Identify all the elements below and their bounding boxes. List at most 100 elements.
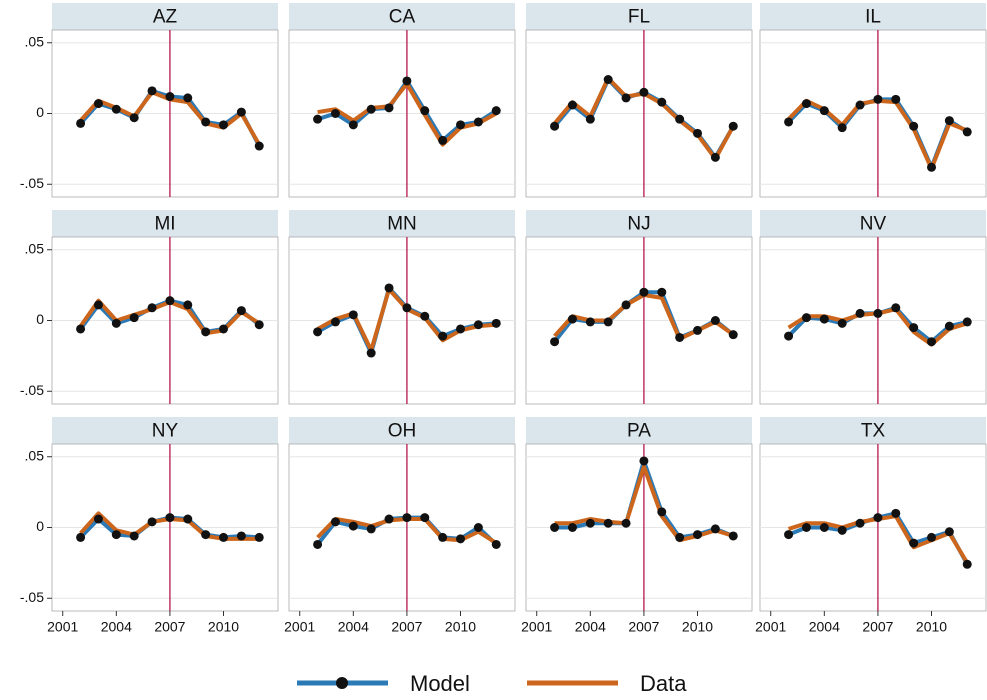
marker	[438, 331, 448, 341]
marker	[219, 324, 229, 334]
marker	[693, 128, 703, 138]
panel-header	[289, 3, 515, 30]
marker	[93, 514, 103, 524]
marker	[710, 524, 720, 534]
panel-header	[289, 210, 515, 237]
panel-title: NJ	[627, 214, 650, 235]
marker	[784, 331, 794, 341]
x-tick-label: 2007	[154, 619, 185, 635]
marker	[819, 314, 829, 324]
marker	[473, 117, 483, 127]
marker	[657, 287, 667, 297]
panel-header	[289, 417, 515, 444]
marker	[384, 514, 394, 524]
marker	[962, 317, 972, 327]
marker	[366, 348, 376, 358]
marker	[76, 118, 86, 128]
marker	[384, 283, 394, 293]
panel-title: NV	[860, 214, 887, 235]
y-tick-label: 0	[36, 311, 44, 327]
marker	[693, 325, 703, 335]
marker	[420, 311, 430, 321]
marker	[456, 324, 466, 334]
marker	[621, 518, 631, 528]
marker	[603, 75, 613, 85]
marker	[236, 306, 246, 316]
marker	[621, 300, 631, 310]
marker	[76, 324, 86, 334]
marker	[550, 337, 560, 347]
x-tick-label: 2001	[521, 619, 552, 635]
x-tick-label: 2004	[809, 619, 840, 635]
y-tick-label: -.05	[20, 382, 44, 398]
marker	[550, 523, 560, 532]
marker	[837, 318, 847, 328]
panel-header	[526, 417, 752, 444]
marker	[710, 316, 720, 325]
marker	[93, 300, 103, 310]
y-tick-label: .05	[25, 447, 45, 463]
marker	[313, 114, 323, 124]
marker	[420, 513, 430, 523]
marker	[784, 117, 794, 127]
marker	[219, 532, 229, 542]
marker	[402, 76, 412, 86]
marker	[585, 317, 595, 327]
marker	[927, 162, 937, 172]
marker	[909, 538, 919, 548]
marker	[313, 327, 323, 337]
marker	[111, 104, 121, 114]
marker	[675, 332, 685, 342]
marker	[819, 106, 829, 116]
marker	[254, 532, 264, 542]
panel-title: NY	[152, 421, 179, 442]
panel-title: TX	[861, 421, 886, 442]
marker	[366, 524, 376, 534]
marker	[183, 93, 193, 103]
x-tick-label: 2007	[862, 619, 893, 635]
marker	[873, 94, 883, 104]
marker	[254, 320, 264, 330]
marker	[254, 141, 264, 151]
panel-title: MN	[387, 214, 417, 235]
marker	[567, 100, 577, 110]
panel-title: PA	[627, 421, 651, 442]
marker	[909, 323, 919, 333]
legend-marker	[336, 677, 348, 689]
marker	[491, 106, 501, 116]
marker	[567, 314, 577, 324]
marker	[219, 120, 229, 130]
marker	[201, 327, 211, 337]
marker	[855, 308, 865, 318]
panel-title: AZ	[153, 7, 178, 28]
marker	[201, 530, 211, 540]
marker	[147, 517, 157, 527]
x-tick-label: 2010	[445, 619, 476, 635]
marker	[129, 113, 139, 123]
marker	[201, 117, 211, 127]
marker	[801, 99, 811, 109]
marker	[657, 507, 667, 517]
panel-header	[52, 3, 278, 30]
marker	[165, 296, 175, 306]
marker	[927, 337, 937, 347]
panel-title: OH	[388, 421, 417, 442]
marker	[621, 93, 631, 103]
marker	[891, 508, 901, 518]
panel-header	[526, 210, 752, 237]
panel-header	[526, 3, 752, 30]
marker	[837, 525, 847, 535]
legend-label: Model	[410, 671, 470, 696]
marker	[147, 86, 157, 96]
marker	[675, 532, 685, 542]
marker	[639, 287, 649, 297]
y-tick-label: -.05	[20, 589, 44, 605]
y-tick-label: -.05	[20, 175, 44, 191]
marker	[129, 313, 139, 323]
marker	[456, 534, 466, 544]
marker	[639, 87, 649, 97]
marker	[550, 121, 560, 131]
marker	[784, 530, 794, 540]
marker	[183, 514, 193, 524]
marker	[348, 521, 358, 531]
